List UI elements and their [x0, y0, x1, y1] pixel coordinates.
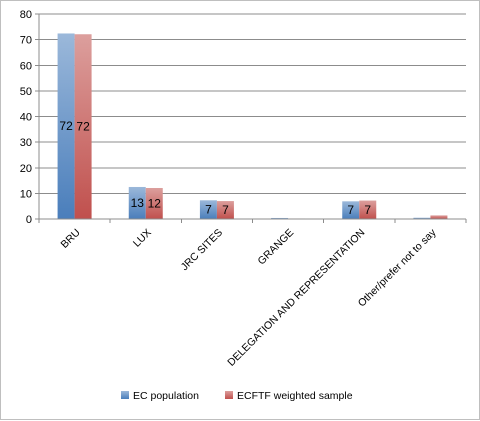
bar-ec-population	[271, 217, 289, 219]
data-label: 7	[222, 203, 229, 217]
bar-ecftf-weighted-sample	[216, 201, 234, 219]
data-label: 12	[148, 196, 162, 210]
y-tick-label: 60	[20, 60, 32, 72]
y-tick-label: 80	[20, 9, 32, 21]
bar-ec-population	[342, 201, 360, 219]
legend-label: ECFTF weighted sample	[237, 390, 353, 402]
data-label: 7	[205, 203, 212, 217]
bar-ecftf-weighted-sample	[145, 187, 163, 219]
x-category-label: BRU	[59, 227, 83, 251]
bar-ecftf-weighted-sample	[359, 200, 377, 219]
bar-ec-population	[57, 33, 75, 219]
bar-ecftf-weighted-sample	[430, 215, 448, 219]
legend-swatch	[121, 391, 129, 399]
x-category-label: JRC SITES	[179, 227, 225, 273]
gridlines	[39, 13, 466, 220]
data-label: 7	[347, 203, 354, 217]
data-label: 72	[59, 119, 73, 133]
bar-ecftf-weighted-sample	[74, 34, 92, 220]
y-tick-label: 40	[20, 112, 32, 124]
data-label: 13	[131, 196, 145, 210]
bar-ec-population	[413, 217, 431, 219]
x-category-label: DELEGATION AND REPRESENTATION	[225, 227, 367, 369]
x-category-label: Other/prefer not to say	[356, 226, 439, 309]
axes	[38, 14, 467, 223]
bar-ec-population	[199, 200, 217, 219]
y-tick-label: 50	[20, 86, 32, 98]
y-tick-label: 70	[20, 35, 32, 47]
x-category-label: GRANGE	[256, 227, 297, 268]
y-axis-ticks: 0 10 20 30 40 50 60 70 80	[20, 9, 39, 226]
y-tick-label: 10	[20, 188, 32, 200]
y-tick-label: 30	[20, 137, 32, 149]
legend-label: EC population	[133, 390, 199, 402]
legend-swatch	[225, 391, 233, 399]
bar-ec-population	[128, 186, 146, 219]
x-category-label: LUX	[131, 227, 154, 250]
y-tick-label: 20	[20, 163, 32, 175]
y-tick-label: 0	[26, 214, 32, 226]
data-label: 72	[76, 120, 90, 134]
legend: EC population ECFTF weighted sample	[121, 390, 353, 402]
data-label: 7	[364, 203, 371, 217]
